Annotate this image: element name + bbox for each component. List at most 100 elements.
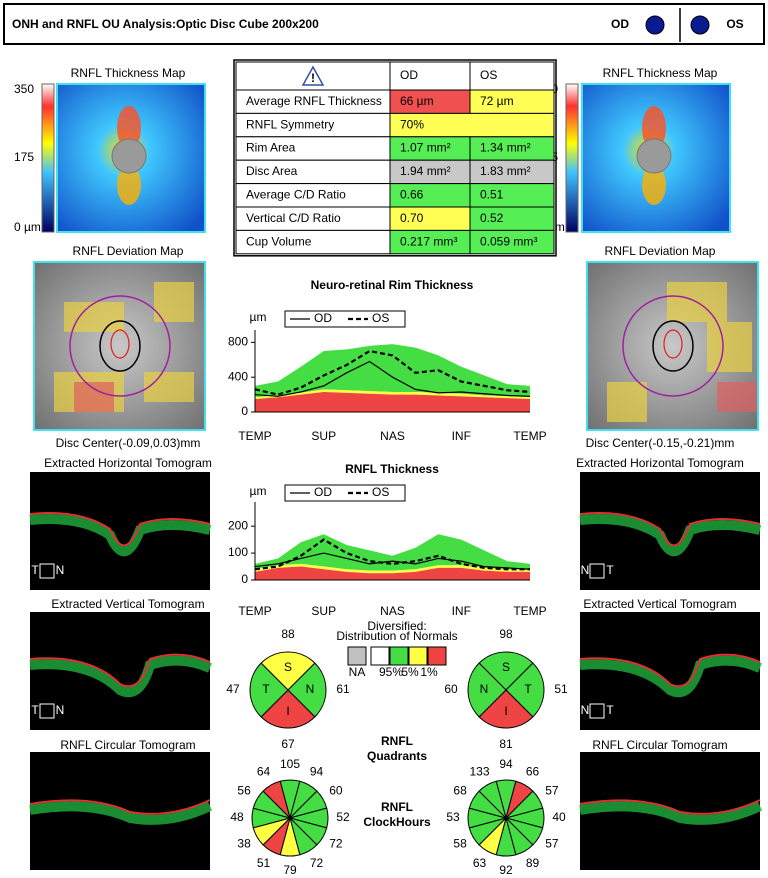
normals-swatch (389, 646, 409, 666)
table-text: 0.52 (480, 211, 504, 225)
quadrant-sector (260, 651, 316, 691)
tomogram-surface (579, 512, 761, 547)
orientation-label: T (606, 563, 614, 577)
disc-center: Disc Center(-0.09,0.03)mm (56, 436, 201, 450)
quadrant-letter: I (286, 704, 289, 718)
table-text: 1.34 mm² (480, 141, 531, 155)
legend-label: OD (314, 311, 332, 325)
cup-outline (110, 329, 130, 359)
table-text: Average C/D Ratio (246, 187, 346, 201)
table-text: 1.94 mm² (400, 164, 451, 178)
table-text: Vertical C/D Ratio (246, 211, 341, 225)
quadrant-sector (505, 662, 545, 718)
clock-value: 57 (545, 784, 559, 798)
normals-label: 5% (401, 665, 419, 679)
quadrant-letter: T (262, 682, 270, 696)
table-frame (233, 59, 557, 257)
od-label: OD (611, 17, 629, 31)
legend-box (284, 310, 406, 328)
table-cell (469, 229, 555, 255)
quadrant-value: 60 (444, 682, 458, 696)
table-text: 1.07 mm² (400, 141, 451, 155)
clock-value: 53 (446, 810, 460, 824)
clock-value: 56 (237, 784, 251, 798)
clock-value: 38 (237, 837, 251, 851)
clock-value: 89 (526, 856, 540, 870)
legend-label: OD (314, 485, 332, 499)
quadrant-sector (249, 662, 289, 718)
legend-title: Distribution of Normals (336, 629, 457, 643)
tomogram-layer (29, 514, 212, 557)
disc-center: Disc Center(-0.15,-0.21)mm (586, 436, 735, 450)
tomogram-surface (579, 653, 761, 688)
map-title: RNFL Thickness Map (71, 66, 186, 80)
normals-swatch (370, 646, 390, 666)
quadrant-letter: S (502, 660, 510, 674)
deviation-patch (154, 282, 194, 322)
tomogram-surface (29, 653, 211, 688)
clock-value: 72 (329, 837, 343, 851)
quadrant-sector (478, 689, 534, 729)
orientation-label: T (606, 703, 614, 717)
orientation-box (589, 703, 605, 719)
series-line (254, 349, 531, 396)
warning-icon (301, 65, 325, 86)
clock-sector (262, 780, 291, 820)
y-tick-label: 800 (228, 335, 248, 349)
table-text: 0.70 (400, 211, 424, 225)
clock-value: 94 (499, 757, 513, 771)
x-tick-label: TEMP (513, 604, 546, 618)
normals-label: 95% (379, 665, 403, 679)
table-text: 0.66 (400, 187, 424, 201)
quadrant-sector (478, 651, 534, 691)
normal-band-green (255, 344, 530, 398)
quadrant-value: 98 (499, 627, 513, 641)
tomogram-layer (579, 514, 762, 557)
normals-swatch (427, 646, 447, 666)
map-hot-spot (117, 106, 141, 150)
map-title: RNFL Deviation Map (605, 244, 716, 258)
tomogram-title: Extracted Vertical Tomogram (51, 597, 204, 611)
quadrant-value: 51 (554, 682, 568, 696)
clockhours-title: ClockHours (363, 815, 431, 829)
clock-value: 51 (257, 856, 271, 870)
warning-mark: ! (311, 71, 315, 85)
table-header: OS (480, 68, 497, 82)
legend-title: Diversified: (367, 619, 426, 633)
series-line (254, 538, 530, 571)
tomogram-title: RNFL Circular Tomogram (60, 738, 195, 752)
quadrant-letter: N (480, 682, 489, 696)
tomogram (30, 472, 210, 590)
x-tick-label: NAS (380, 429, 405, 443)
clock-value: 63 (473, 856, 487, 870)
disc-outline (652, 320, 694, 372)
clock-value: 92 (499, 863, 513, 877)
clock-value: 64 (257, 764, 271, 778)
normals-swatch (347, 646, 367, 666)
clock-value: 94 (310, 764, 324, 778)
tomogram-title: RNFL Circular Tomogram (592, 738, 727, 752)
normals-label: 1% (420, 665, 438, 679)
quadrant-letter: N (306, 682, 315, 696)
deviation-patch (717, 382, 757, 412)
x-tick-label: TEMP (513, 429, 546, 443)
x-tick-label: SUP (311, 429, 336, 443)
chart-title: Neuro-retinal Rim Thickness (311, 278, 474, 292)
clockhours-title: RNFL (381, 800, 413, 814)
quadrant-value: 47 (226, 682, 240, 696)
clock-value: 68 (453, 784, 467, 798)
chart-title: RNFL Thickness (345, 462, 439, 476)
tomogram-layer (579, 655, 762, 698)
orientation-label: N (56, 703, 65, 717)
x-tick-label: INF (452, 604, 471, 618)
series-line (254, 360, 531, 397)
x-tick-label: TEMP (238, 604, 271, 618)
scale-label: 0 µm (14, 220, 41, 234)
deviation-patch (607, 382, 647, 422)
color-bar (41, 83, 55, 233)
normal-band-yellow (255, 389, 530, 399)
y-tick-label: 200 (228, 518, 248, 532)
table-text: Cup Volume (246, 234, 312, 248)
x-tick-label: SUP (311, 604, 336, 618)
y-tick-label: 400 (228, 369, 248, 383)
